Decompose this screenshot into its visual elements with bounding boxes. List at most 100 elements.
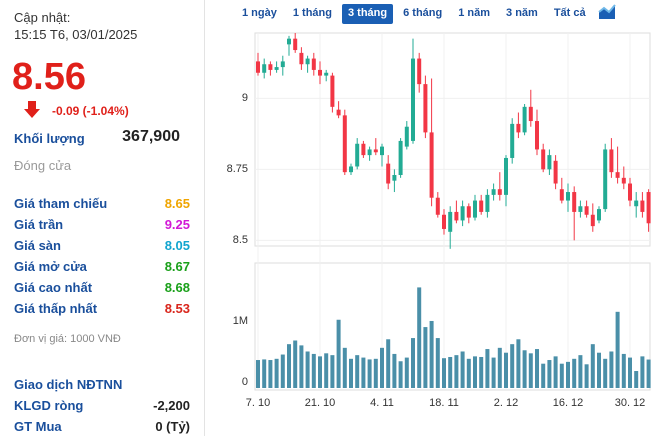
volume-bar xyxy=(640,356,645,388)
candle-body xyxy=(311,58,316,70)
volume-bar xyxy=(634,371,639,388)
volume-bar xyxy=(442,358,446,388)
y-tick-label: 8.75 xyxy=(227,163,248,175)
volume-bar xyxy=(392,353,397,388)
candle-body xyxy=(361,143,366,156)
candle-body xyxy=(597,209,601,221)
volume-bar xyxy=(361,357,366,388)
candle-body xyxy=(479,200,484,212)
volume-bar xyxy=(559,363,564,388)
candle-body xyxy=(380,146,384,156)
row-label: Giá sàn xyxy=(14,238,61,253)
volume-bar xyxy=(293,340,298,388)
row-label: Giá trần xyxy=(14,217,64,232)
candle-body xyxy=(442,214,446,229)
volume-bar xyxy=(448,356,453,388)
updated-label: Cập nhật: xyxy=(14,10,71,25)
volume-bar xyxy=(429,320,434,388)
foreign-title: Giao dịch NĐTNN xyxy=(14,377,123,392)
range-tab[interactable]: 1 tháng xyxy=(292,7,332,19)
range-tab[interactable]: 6 tháng xyxy=(403,7,443,19)
candle-body xyxy=(621,177,626,184)
price-panel xyxy=(254,32,651,247)
candle-body xyxy=(584,206,589,215)
candle-body xyxy=(373,149,378,153)
volume-bar xyxy=(528,353,533,388)
range-tab[interactable]: 1 ngày xyxy=(242,7,277,19)
row-label: Giá mở cửa xyxy=(14,259,87,274)
candle-body xyxy=(473,200,477,218)
volume-bar xyxy=(299,345,304,388)
volume-bar xyxy=(597,352,601,388)
volume-bar xyxy=(535,349,539,388)
candle-body xyxy=(336,109,341,116)
volume-bar xyxy=(646,359,651,388)
volume-bar xyxy=(584,364,589,388)
candle-body xyxy=(280,61,285,68)
row-label: Giá tham chiếu xyxy=(14,196,108,211)
chart-type-icon[interactable] xyxy=(598,4,616,20)
candle-body xyxy=(435,197,440,215)
volume-bar xyxy=(318,356,322,388)
candle-body xyxy=(349,166,353,173)
volume-bar xyxy=(541,363,546,388)
volume-bar xyxy=(355,355,360,388)
candle-body xyxy=(559,189,564,201)
price: 8.56 xyxy=(12,56,86,98)
candle-body xyxy=(516,123,521,133)
candle-body xyxy=(603,149,608,210)
candle-body xyxy=(386,163,391,184)
x-tick-label: 18. 11 xyxy=(429,397,459,409)
candle-body xyxy=(541,149,546,170)
range-tab[interactable]: 1 năm xyxy=(458,7,491,19)
range-tab[interactable]: Tất cả xyxy=(553,7,586,19)
volume-bar xyxy=(466,358,471,388)
candle-body xyxy=(262,64,267,73)
row-label: Giá thấp nhất xyxy=(14,301,98,316)
range-tab[interactable]: 3 tháng xyxy=(341,4,394,24)
candle-body xyxy=(628,183,632,201)
volume-bar xyxy=(435,338,440,388)
y-tick-label: 1M xyxy=(233,315,248,327)
foreign-value: -2,200 xyxy=(153,398,190,413)
unit: Đơn vị giá: 1000 VNĐ xyxy=(14,333,121,345)
volume-bar xyxy=(311,353,316,388)
candle-body xyxy=(572,192,577,212)
candle-body xyxy=(355,143,360,167)
volume-bar xyxy=(473,356,477,388)
y-tick-label: 8.5 xyxy=(233,234,248,246)
volume-bar xyxy=(572,358,577,388)
candle-body xyxy=(497,189,502,195)
volume-bar xyxy=(578,355,583,388)
volume-bar xyxy=(256,360,260,388)
candle-body xyxy=(423,84,428,133)
row-value: 9.25 xyxy=(164,217,190,232)
candle-body xyxy=(609,149,614,173)
candle-body xyxy=(404,126,409,147)
row-value: 8.53 xyxy=(164,301,190,316)
y-tick-label: 9 xyxy=(242,92,248,104)
volume-panel xyxy=(254,262,651,391)
candle-body xyxy=(510,123,515,158)
volume-bar xyxy=(485,349,490,388)
candle-body xyxy=(411,58,415,141)
candle-body xyxy=(566,192,570,201)
candle-body xyxy=(417,58,422,85)
candle-body xyxy=(324,72,329,76)
candle-body xyxy=(528,106,533,122)
candle-body xyxy=(318,69,322,76)
volume-bar xyxy=(621,353,626,388)
volume-bar xyxy=(330,355,335,388)
candle-body xyxy=(367,149,372,156)
candle-body xyxy=(299,52,304,65)
volume-bar xyxy=(342,347,347,388)
candle-body xyxy=(268,64,273,70)
range-tab[interactable]: 3 năm xyxy=(506,7,538,19)
volume-bar xyxy=(590,344,595,388)
candle-body xyxy=(553,160,558,184)
volume-bar xyxy=(497,347,502,388)
candle-body xyxy=(640,200,645,212)
status: Đóng cửa xyxy=(14,158,72,173)
candle-body xyxy=(522,106,527,133)
